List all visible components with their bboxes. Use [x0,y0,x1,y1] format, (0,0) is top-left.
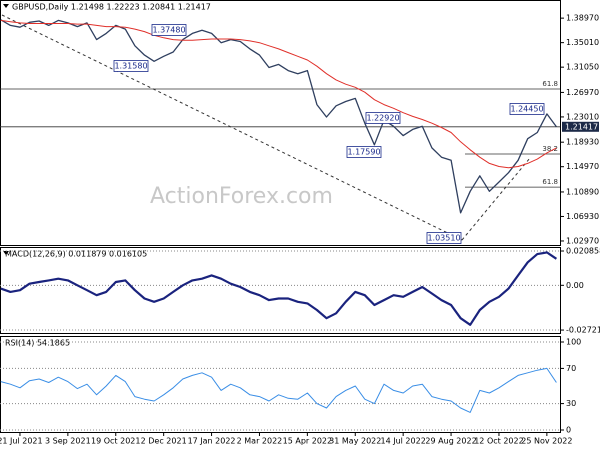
y-tick-label: 1.18930 [566,138,599,147]
y-tick-label: 1.23010 [566,112,599,121]
x-tick-label: 15 Apr 2022 [283,437,332,446]
x-tick-label: 17 Jan 2022 [188,437,236,446]
annotation-box [113,60,149,72]
macd-panel [0,247,561,334]
y-tick-label: -0.027213 [566,326,600,335]
fib-label: 61.8 [542,80,558,88]
y-tick-label: 1.10890 [566,187,599,196]
x-tick-label: 3 Sep 2021 [45,437,91,446]
last-price-label: 1.21417 [565,122,598,131]
x-tick-label: 29 Aug 2022 [425,437,476,446]
annotation-box [365,112,401,124]
x-tick-label: 19 Oct 2021 [91,437,140,446]
annotation-label: 1.17590 [347,148,380,157]
y-tick-label: 0.020858 [566,247,600,256]
x-tick-label: 21 Jul 2021 [0,437,43,446]
rsi-panel [0,336,561,433]
price-panel [0,0,561,246]
annotation-box [426,232,462,244]
header-icon [3,251,9,255]
watermark: ActionForex.com [150,184,333,209]
y-tick-label: 1.26970 [566,88,599,97]
annotation-label: 1.37480 [152,26,185,35]
series-line [0,367,557,413]
x-tick-label: 12 Oct 2022 [474,437,523,446]
x-tick-label: 2 Mar 2022 [237,437,283,446]
annotation-box [346,146,382,158]
x-tick-label: 2 Dec 2021 [141,437,187,446]
y-tick-label: 70 [566,364,576,373]
annotation-label: 1.31580 [114,62,147,71]
fib-label: 38.2 [542,145,558,153]
series-line [0,19,557,169]
annotation-label: 1.24450 [510,105,543,114]
annotation-box [509,103,545,115]
x-tick-label: 31 May 2022 [329,437,381,446]
macd-header: MACD(12,26,9) 0.011879 0.016105 [5,250,147,259]
y-tick-label: 30 [566,399,576,408]
y-tick-label: 1.02970 [566,236,599,245]
y-tick-label: 1.38970 [566,14,599,23]
y-tick-label: 1.14970 [566,162,599,171]
price-header: GBPUSD,Daily 1.21498 1.22223 1.20841 1.2… [12,3,211,12]
y-tick-label: 100 [566,338,581,347]
annotation-label: 1.03510 [427,234,460,243]
fib-label: 61.8 [542,178,558,186]
y-tick-label: 0 [566,426,571,435]
header-icon [3,4,9,8]
series-line [0,19,557,214]
annotation-label: 1.22920 [366,114,399,123]
annotation-box [151,24,187,36]
x-tick-label: 14 Jul 2022 [381,437,426,446]
y-tick-label: 0.00 [566,281,584,290]
last-price-tag [562,121,599,132]
y-tick-label: 1.35010 [566,38,599,47]
series-line [0,251,558,326]
rsi-header: RSI(14) 54.1865 [5,339,70,348]
y-tick-label: 1.06930 [566,212,599,221]
y-tick-label: 1.31050 [566,63,599,72]
x-tick-label: 25 Nov 2022 [521,437,572,446]
trend-line [1,14,463,241]
